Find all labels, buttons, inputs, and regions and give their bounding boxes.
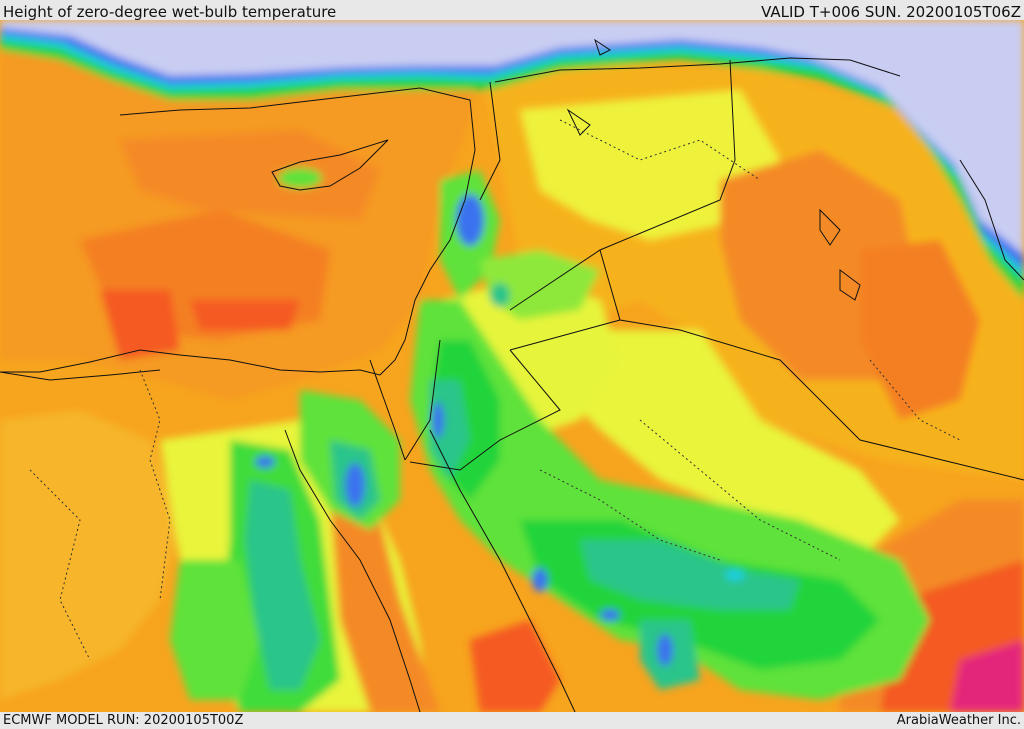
valid-time-label: VALID T+006 SUN. 20200105T06Z [761,3,1021,21]
header-bar: Height of zero-degree wet-bulb temperatu… [0,4,1024,22]
coastlines [0,38,1024,712]
map-title: Height of zero-degree wet-bulb temperatu… [3,3,337,21]
weather-map[interactable] [0,20,1024,712]
country-borders [0,59,1024,481]
footer-bar: ECMWF MODEL RUN: 20200105T00Z ArabiaWeat… [0,712,1024,729]
province-boundaries [29,119,961,661]
model-run-label: ECMWF MODEL RUN: 20200105T00Z [3,713,244,728]
credit-label: ArabiaWeather Inc. [896,713,1021,728]
